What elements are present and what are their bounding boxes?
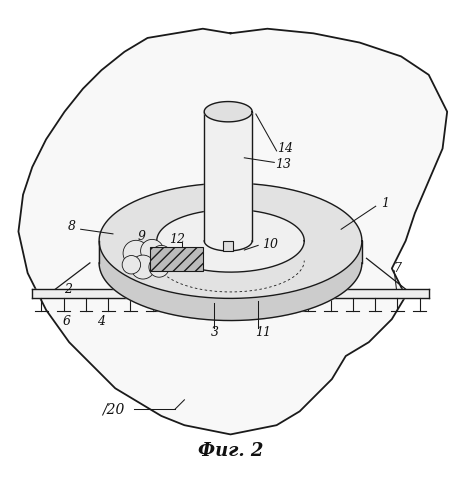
Text: 2: 2 [64, 282, 72, 296]
Polygon shape [99, 183, 362, 298]
Circle shape [122, 256, 141, 274]
Circle shape [151, 246, 171, 266]
Text: /20: /20 [102, 402, 124, 416]
Polygon shape [157, 210, 304, 272]
Text: Фиг. 2: Фиг. 2 [198, 442, 263, 460]
Polygon shape [204, 112, 252, 241]
Circle shape [123, 240, 149, 266]
Text: 9: 9 [138, 230, 146, 242]
Text: 6: 6 [63, 315, 71, 328]
Polygon shape [32, 289, 429, 298]
Text: 4: 4 [97, 315, 106, 328]
Bar [223, 241, 233, 251]
Text: 3: 3 [210, 326, 219, 340]
Circle shape [141, 240, 164, 262]
Polygon shape [204, 102, 252, 122]
Polygon shape [99, 241, 362, 320]
Text: 10: 10 [262, 238, 278, 250]
Circle shape [131, 255, 155, 279]
Text: 7: 7 [393, 262, 402, 275]
FancyBboxPatch shape [150, 247, 203, 270]
Text: 8: 8 [67, 220, 76, 234]
Text: 14: 14 [277, 142, 293, 155]
Text: 13: 13 [276, 158, 291, 171]
Circle shape [149, 257, 169, 277]
Text: 11: 11 [255, 326, 271, 340]
Text: 1: 1 [381, 198, 389, 210]
Polygon shape [18, 28, 447, 434]
Text: 12: 12 [170, 234, 185, 246]
